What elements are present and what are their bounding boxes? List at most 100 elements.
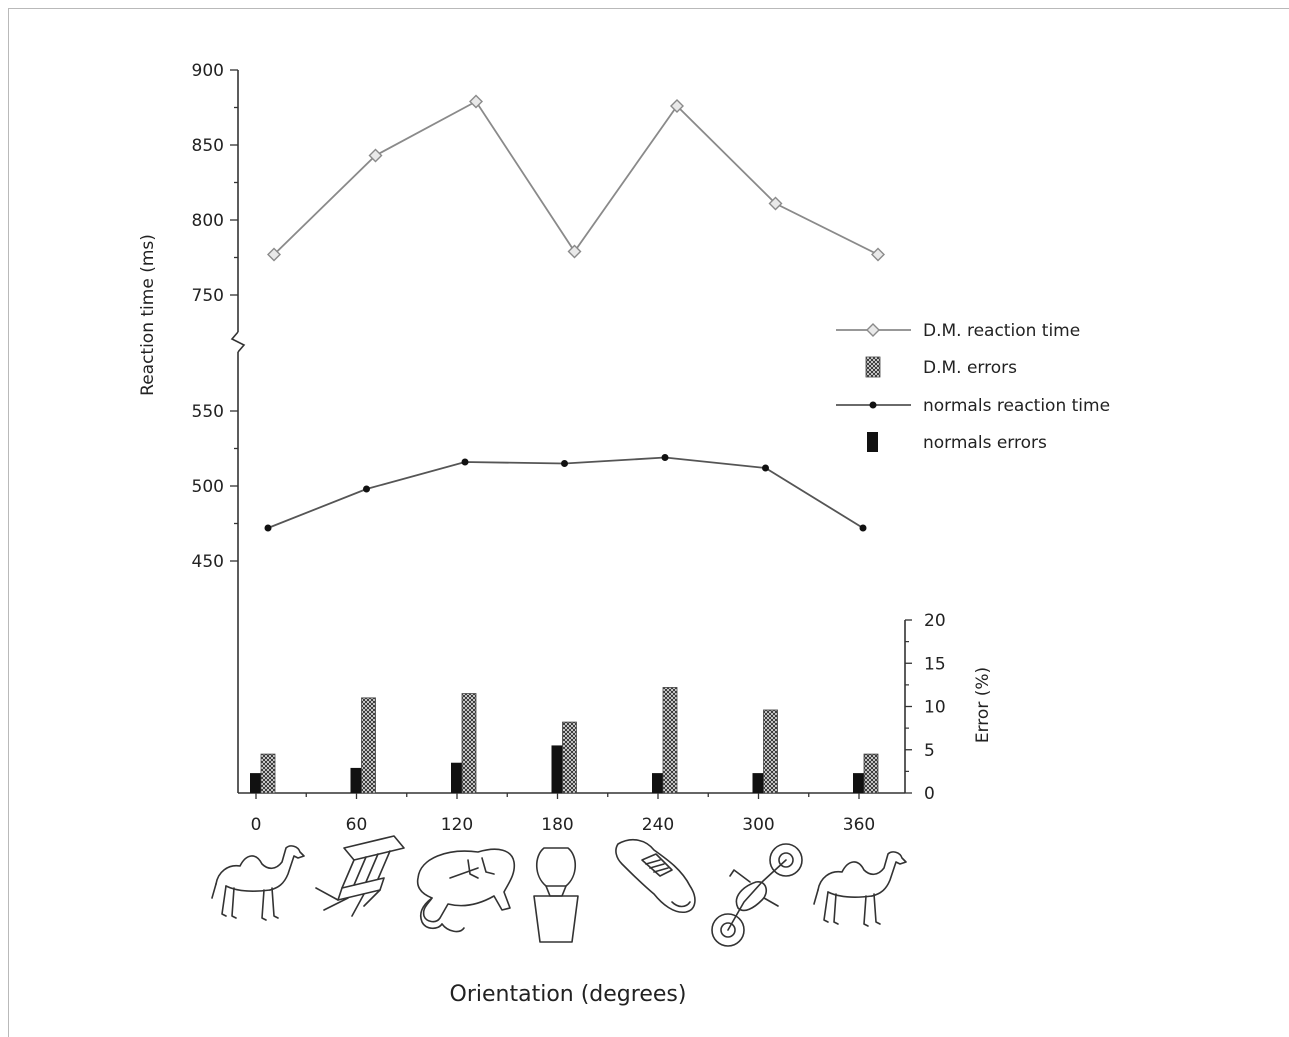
bar-dm-errors	[361, 697, 376, 794]
bar-dm-errors	[461, 693, 477, 794]
y-tick-label: 450	[192, 552, 224, 572]
elephant-trunk	[441, 923, 465, 933]
point-dm-reaction-time	[567, 244, 582, 259]
bar-normals-errors	[652, 773, 663, 793]
camel-picture	[813, 851, 907, 927]
tick-labels: 750 800 850 900 450 500 550 0 60 120 180 240 300 360 0…	[138, 61, 993, 1007]
camel-front-legs	[221, 885, 237, 919]
legend-label: normals reaction time	[923, 396, 1110, 416]
point-normals-reaction-time	[859, 524, 867, 532]
y2-tick-label: 5	[924, 741, 935, 761]
x-tick-label: 240	[642, 815, 674, 835]
camel-belly	[225, 885, 271, 892]
shoe-laces	[641, 853, 673, 877]
y2-tick-label: 0	[924, 784, 935, 804]
bar-dm-errors	[863, 753, 879, 794]
y-tick-label: 500	[192, 477, 224, 497]
point-normals-reaction-time	[363, 485, 370, 493]
x-tick-label: 120	[441, 815, 473, 835]
x-tick-label: 300	[742, 815, 774, 835]
point-normals-reaction-time	[264, 524, 272, 532]
x-tick-label: 0	[251, 815, 262, 835]
legend-swatch-normals-errors	[867, 432, 878, 452]
camel-body	[215, 845, 305, 891]
point-normals-reaction-time	[461, 458, 469, 466]
vase-neck	[545, 885, 567, 897]
chair-slats	[341, 850, 391, 889]
bar-dm-errors	[662, 687, 678, 794]
motorcycle-handles	[729, 869, 779, 907]
bar-dm-errors	[562, 721, 577, 794]
line-normals-reaction-time	[267, 456, 864, 529]
camel-picture	[211, 845, 305, 921]
y2-tick-label: 20	[924, 611, 946, 631]
reaction-time-lines	[264, 94, 885, 532]
elephant-head	[419, 897, 443, 930]
legend-label: D.M. errors	[923, 358, 1017, 378]
legend: D.M. reaction time D.M. errors normals rea…	[836, 321, 1110, 453]
vase-base	[533, 895, 579, 943]
bar-normals-errors	[752, 773, 764, 793]
bar-normals-errors	[853, 773, 864, 793]
legend-swatch-dm-errors	[865, 356, 881, 378]
y-axis-title: Reaction time (ms)	[138, 234, 158, 396]
legend-marker-normals-rt	[869, 401, 877, 409]
point-normals-reaction-time	[762, 464, 769, 472]
y-tick-label: 750	[192, 286, 224, 306]
elephant-crease	[449, 867, 479, 879]
figure-frame	[8, 8, 1289, 1037]
motorcycle-frame	[727, 859, 787, 931]
bar-dm-errors	[260, 753, 276, 794]
motorcycle-tank	[735, 881, 768, 912]
camel-back-legs	[261, 887, 279, 921]
y2-tick-label: 10	[924, 698, 946, 718]
y-tick-label: 900	[192, 61, 224, 81]
camel-back-legs	[863, 893, 881, 927]
elephant-picture	[416, 848, 516, 933]
shoe-outline	[615, 838, 696, 914]
point-normals-reaction-time	[561, 460, 568, 467]
shoe-picture	[615, 838, 696, 914]
legend-marker-dm-rt	[866, 323, 880, 337]
x-tick-label: 60	[346, 815, 368, 835]
bar-normals-errors	[250, 773, 261, 793]
x-axis-title: Orientation (degrees)	[450, 982, 687, 1007]
point-normals-reaction-time	[661, 454, 669, 461]
bar-normals-errors	[350, 767, 362, 793]
camel-tail	[211, 883, 217, 899]
bar-normals-errors	[451, 762, 462, 793]
chair-legs	[315, 887, 381, 917]
y2-tick-label: 15	[924, 654, 946, 674]
camel-body	[817, 851, 907, 897]
legend-label: normals errors	[923, 433, 1047, 453]
motorcycle-wheel-bottom	[711, 913, 745, 947]
point-dm-reaction-time	[768, 196, 783, 211]
legend-label: D.M. reaction time	[923, 321, 1080, 341]
motorcycle-hub-bottom	[720, 922, 736, 938]
vase-picture	[533, 847, 579, 943]
line-dm-reaction-time	[273, 100, 879, 256]
point-dm-reaction-time	[469, 94, 483, 109]
y-tick-label: 800	[192, 211, 224, 231]
point-dm-reaction-time	[871, 247, 885, 262]
x-tick-label: 180	[541, 815, 573, 835]
camel-tail	[813, 889, 819, 905]
motorcycle-picture	[711, 843, 803, 947]
motorcycle-hub-top	[778, 852, 794, 868]
error-bars	[250, 687, 879, 794]
y-tick-label: 850	[192, 136, 224, 156]
y2-axis-title: Error (%)	[973, 667, 993, 743]
point-dm-reaction-time	[670, 99, 684, 113]
axes	[230, 69, 912, 799]
point-dm-reaction-time	[368, 148, 383, 163]
camel-belly	[827, 891, 873, 898]
axis-break	[230, 331, 246, 353]
vase-bowl	[535, 847, 577, 887]
bar-normals-errors	[551, 745, 563, 793]
chair-picture	[315, 835, 405, 917]
camel-front-legs	[823, 891, 839, 925]
chair-back-top	[343, 835, 405, 861]
bar-dm-errors	[763, 709, 778, 794]
shoe-lace-lines	[645, 859, 669, 873]
